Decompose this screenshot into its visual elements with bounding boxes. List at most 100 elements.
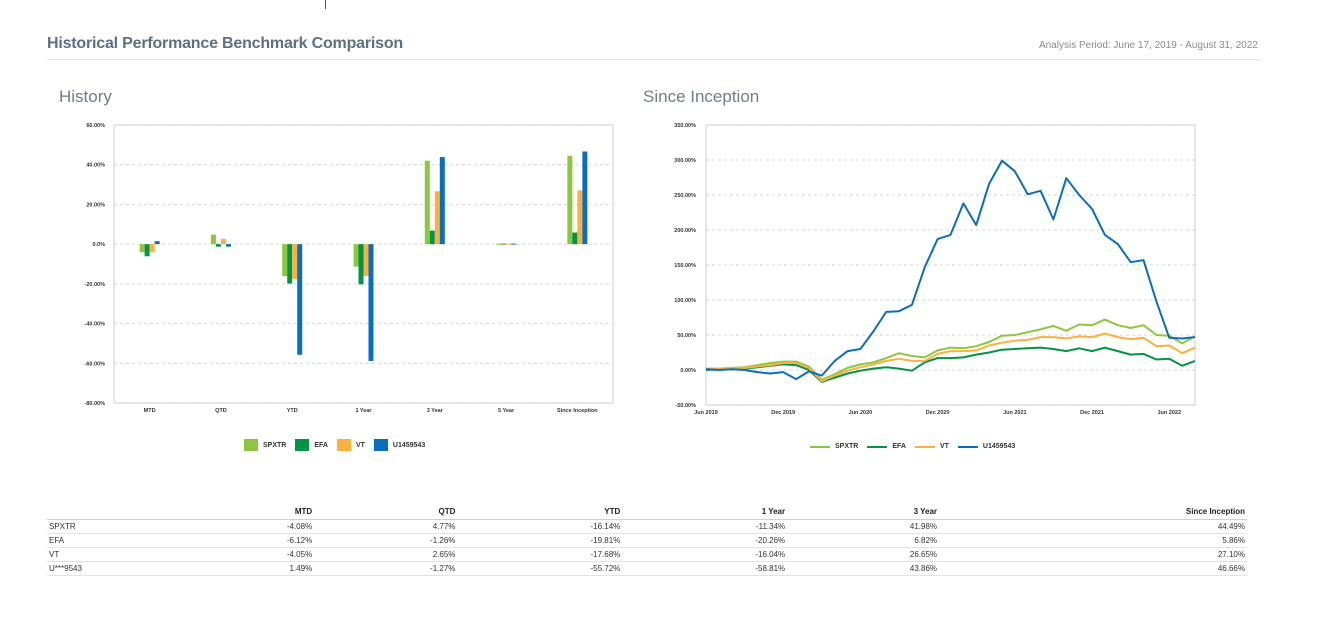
legend-label-vt: VT <box>355 441 365 449</box>
legend-label-u1459543-line: U1459543 <box>982 443 1016 450</box>
bar-spxtr-qtd <box>210 234 216 245</box>
table-cell: -16.14% <box>457 519 623 534</box>
text-cursor-mark <box>325 0 326 9</box>
row-label: VT <box>47 547 171 562</box>
legend-label-efa: EFA <box>314 441 328 449</box>
row-label: U***9543 <box>47 561 171 576</box>
table-cell: -1.26% <box>314 533 458 548</box>
x-tick-label: Jun 2019 <box>694 410 718 416</box>
table-cell: 27.10% <box>939 547 1247 562</box>
legend-item-vt-line[interactable]: VT <box>914 443 949 450</box>
series-line-spxtr <box>706 318 1196 381</box>
y-tick-label: 60.00% <box>86 123 105 129</box>
table-cell: -17.68% <box>457 547 623 562</box>
legend-item-u1459543-line[interactable]: U1459543 <box>957 443 1016 450</box>
bar-efa-since-inception <box>572 232 578 245</box>
legend-item-efa-line[interactable]: EFA <box>867 443 906 450</box>
x-tick-label: YTD <box>287 408 298 414</box>
history-bar-chart: 60.00% 40.00% 20.00% 0.0% -20.00% -40.00% -60.… <box>85 123 614 414</box>
table-cell: -4.05% <box>171 547 315 562</box>
legend-line-spxtr <box>810 445 830 448</box>
x-tick-label: Dec 2020 <box>926 410 950 416</box>
history-legend: SPXTR EFA VT U1459543 <box>244 439 434 451</box>
bar-vt-qtd <box>220 238 226 245</box>
table-row: VT -4.05% 2.65% -17.68% -16.04% 26.65% 2… <box>47 547 1247 562</box>
y-tick-label: 20.00% <box>86 202 105 208</box>
table-cell: 5.86% <box>939 533 1247 548</box>
legend-swatch-efa <box>295 439 310 451</box>
legend-line-efa <box>867 445 888 448</box>
history-chart-title: History <box>59 87 112 106</box>
column-header-ytd: YTD <box>457 505 623 520</box>
bar-vt-since-inception <box>577 190 583 245</box>
table-cell: -11.34% <box>622 519 788 534</box>
y-tick-label: 0.0% <box>92 242 105 248</box>
y-tick-label: 50.00% <box>677 333 696 339</box>
column-header-mtd: MTD <box>171 505 315 520</box>
legend-item-u1459543[interactable]: U1459543 <box>373 439 426 451</box>
performance-table: MTD QTD YTD 1 Year 3 Year Since Inceptio… <box>47 505 1247 576</box>
y-tick-label: 100.00% <box>674 298 696 304</box>
bar-vt-3-year <box>434 191 440 245</box>
y-tick-label: 300.00% <box>674 158 696 164</box>
table-cell: -4.08% <box>171 519 315 534</box>
page-header: Historical Performance Benchmark Compari… <box>47 33 1260 60</box>
y-tick-label: -40.00% <box>85 322 106 328</box>
bar-efa-ytd <box>287 244 293 284</box>
bar-spxtr-1-year <box>353 244 359 267</box>
table-cell: -1.27% <box>314 561 458 576</box>
table-cell: 1.49% <box>171 561 315 576</box>
bar-efa-1-year <box>358 244 364 285</box>
legend-item-efa[interactable]: EFA <box>295 439 328 451</box>
legend-item-spxtr-line[interactable]: SPXTR <box>810 443 858 450</box>
table-corner-header <box>47 505 171 520</box>
x-tick-label: Since Inception <box>557 408 598 414</box>
legend-line-vt <box>914 445 935 448</box>
table-cell: 26.65% <box>787 547 940 562</box>
y-tick-label: -80.00% <box>85 401 106 407</box>
table-cell: -58.81% <box>622 561 788 576</box>
bar-efa-5-year <box>501 243 507 245</box>
x-tick-label: 1 Year <box>355 408 372 414</box>
bar-u1459543-1-year <box>368 244 374 361</box>
analysis-period: Analysis Period: June 17, 2019 - August … <box>1038 40 1258 51</box>
x-tick-label: Dec 2021 <box>1080 410 1104 416</box>
table-cell: -55.72% <box>457 561 623 576</box>
table-cell: 46.66% <box>939 561 1247 576</box>
bar-u1459543-qtd <box>225 244 231 247</box>
x-tick-label: Jun 2022 <box>1157 410 1181 416</box>
table-row: U***9543 1.49% -1.27% -55.72% -58.81% 43… <box>47 561 1247 576</box>
page-title: Historical Performance Benchmark Compari… <box>47 35 403 52</box>
column-header-3-year: 3 Year <box>787 505 940 520</box>
table-cell: 41.98% <box>787 519 940 534</box>
column-header-qtd: QTD <box>314 505 458 520</box>
y-tick-label: 200.00% <box>674 228 696 234</box>
legend-item-spxtr[interactable]: SPXTR <box>244 439 286 451</box>
table-row: SPXTR -4.08% 4.77% -16.14% -11.34% 41.98… <box>47 519 1247 534</box>
bar-u1459543-5-year <box>511 243 517 245</box>
table-cell: 44.49% <box>939 519 1247 534</box>
bar-efa-qtd <box>215 244 221 247</box>
legend-label-u1459543: U1459543 <box>392 441 426 449</box>
legend-label-spxtr-line: SPXTR <box>835 443 859 450</box>
bar-spxtr-since-inception <box>567 155 573 245</box>
table-cell: 2.65% <box>314 547 458 562</box>
bar-vt-5-year <box>506 243 512 245</box>
legend-item-vt[interactable]: VT <box>336 439 365 451</box>
since-inception-legend: SPXTR EFA VT U1459543 <box>810 443 1024 450</box>
table-cell: -20.26% <box>622 533 788 548</box>
bar-efa-3-year <box>429 230 435 245</box>
bar-spxtr-3-year <box>424 160 430 245</box>
x-tick-label: QTD <box>215 408 227 414</box>
since-inception-chart-title: Since Inception <box>643 87 760 106</box>
row-label: EFA <box>47 533 171 548</box>
legend-swatch-spxtr <box>244 439 258 451</box>
y-tick-label: -20.00% <box>85 282 106 288</box>
column-header-1-year: 1 Year <box>622 505 788 520</box>
plot-area-border <box>113 124 614 404</box>
legend-line-u1459543 <box>957 445 978 448</box>
bar-spxtr-ytd <box>282 244 288 277</box>
bar-u1459543-since-inception <box>582 151 588 245</box>
table-cell: 4.77% <box>314 519 458 534</box>
legend-swatch-vt <box>336 439 351 451</box>
